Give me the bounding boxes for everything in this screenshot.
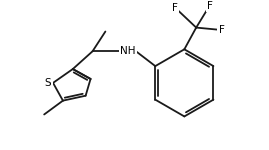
Text: S: S [45,78,51,88]
Text: F: F [172,3,178,13]
Text: NH: NH [120,46,136,56]
Text: F: F [207,1,213,11]
Text: F: F [219,25,225,34]
